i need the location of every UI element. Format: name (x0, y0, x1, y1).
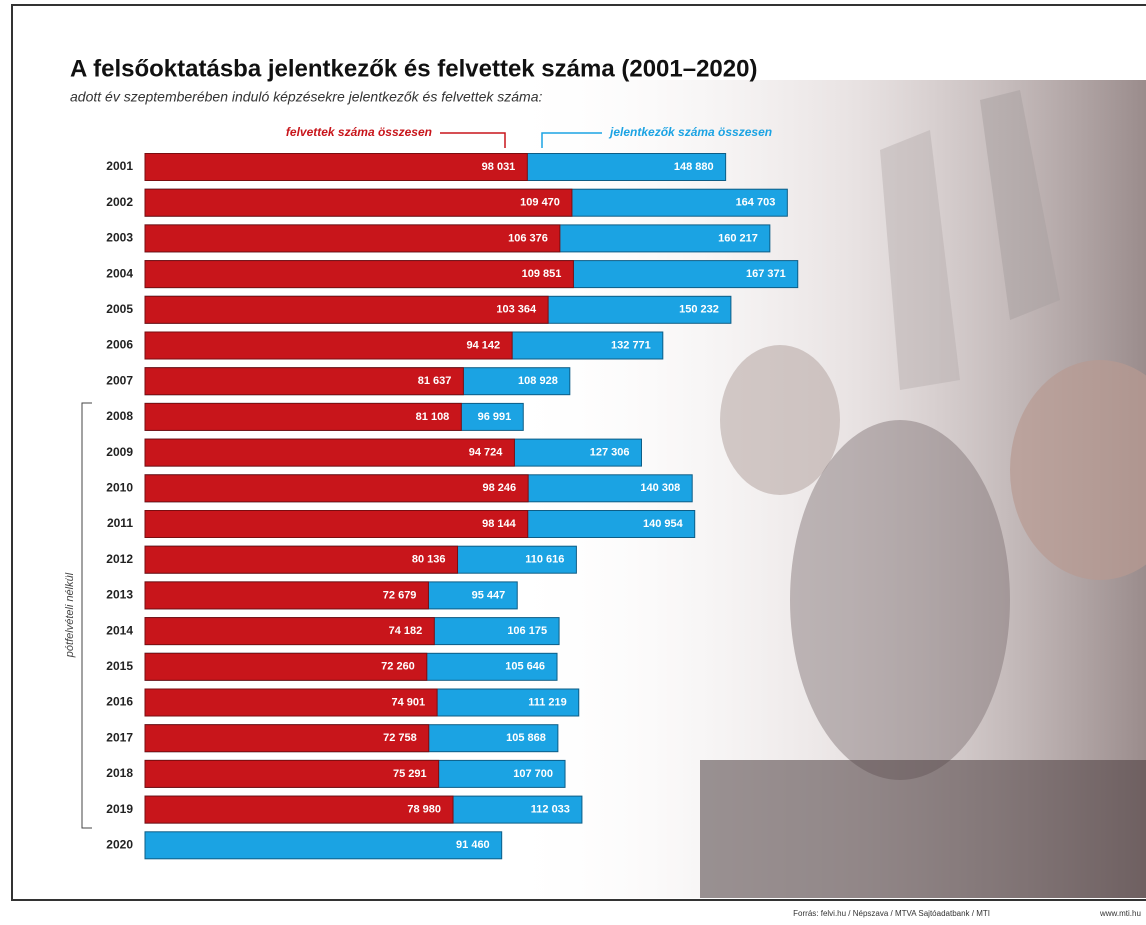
y-tick-label: 2019 (106, 802, 133, 816)
bar (144, 688, 438, 717)
data-label: 74 182 (389, 625, 423, 637)
data-label: 98 031 (482, 161, 516, 173)
data-label: 111 219 (528, 696, 567, 708)
bar (144, 724, 430, 753)
bar (144, 295, 549, 324)
data-label: 94 724 (469, 447, 504, 459)
data-label: 105 646 (505, 661, 545, 673)
y-tick-label: 2009 (106, 445, 133, 459)
bar (144, 474, 529, 503)
y-tick-label: 2003 (106, 231, 133, 245)
bar (144, 581, 429, 610)
bar (144, 331, 513, 360)
data-label: 96 991 (478, 411, 512, 423)
data-label: 72 679 (383, 589, 417, 601)
y-tick-label: 2010 (106, 480, 133, 494)
website: www.mti.hu (1099, 909, 1141, 918)
bar (144, 438, 515, 467)
legend-label: jelentkezők száma összesen (608, 125, 772, 139)
bar (144, 260, 574, 289)
y-tick-label: 2004 (106, 266, 133, 280)
data-label: 95 447 (472, 589, 506, 601)
data-label: 140 308 (640, 482, 680, 494)
data-label: 110 616 (525, 554, 564, 566)
y-tick-label: 2013 (106, 588, 133, 602)
data-label: 105 868 (506, 732, 546, 744)
data-label: 150 232 (679, 304, 719, 316)
source: Forrás: felvi.hu / Népszava / MTVA Sajtó… (793, 909, 990, 918)
y-tick-label: 2002 (106, 195, 133, 209)
data-label: 72 260 (381, 661, 415, 673)
bar (144, 402, 462, 431)
data-label: 160 217 (718, 232, 758, 244)
y-tick-label: 2020 (106, 837, 133, 851)
bar (144, 153, 528, 181)
bar (144, 759, 440, 788)
bar (144, 224, 561, 253)
bar (144, 545, 459, 574)
data-label: 167 371 (746, 268, 786, 280)
y-tick-label: 2016 (106, 695, 133, 709)
y-tick-label: 2001 (106, 159, 133, 173)
bar (144, 367, 464, 396)
legend-connector (541, 132, 602, 148)
y-tick-label: 2011 (107, 516, 133, 530)
data-label: 98 246 (483, 482, 517, 494)
chart-title: A felsőoktatásba jelentkezők és felvette… (70, 55, 757, 82)
y-tick-label: 2006 (106, 338, 133, 352)
data-label: 112 033 (531, 804, 570, 816)
data-label: 107 700 (513, 768, 553, 780)
data-label: 148 880 (674, 161, 714, 173)
data-label: 80 136 (412, 554, 446, 566)
annotation-bracket (81, 402, 92, 829)
data-label: 81 637 (418, 375, 452, 387)
y-tick-label: 2012 (106, 552, 133, 566)
bar (144, 831, 503, 860)
bar (144, 795, 454, 824)
y-tick-label: 2018 (106, 766, 133, 780)
data-label: 109 851 (522, 268, 562, 280)
legend: felvettek száma összesen jelentkezők szá… (286, 125, 772, 148)
data-label: 94 142 (466, 339, 500, 351)
y-tick-label: 2008 (106, 409, 133, 423)
y-tick-label: 2017 (106, 730, 133, 744)
data-label: 108 928 (518, 375, 558, 387)
data-label: 127 306 (590, 447, 630, 459)
data-label: 106 175 (507, 625, 547, 637)
data-label: 106 376 (508, 232, 548, 244)
y-tick-label: 2005 (106, 302, 133, 316)
annotation: pótfelvételi nélkül (64, 572, 76, 658)
chart-subtitle: adott év szeptemberében induló képzésekr… (70, 89, 542, 105)
bar (144, 617, 435, 646)
bar (144, 652, 428, 681)
data-label: 103 364 (496, 304, 537, 316)
y-tick-label: 2015 (106, 659, 133, 673)
data-label: 132 771 (611, 339, 651, 351)
data-label: 72 758 (383, 732, 417, 744)
data-label: 98 144 (482, 518, 517, 530)
data-label: 140 954 (643, 518, 684, 530)
data-label: 91 460 (456, 839, 490, 851)
y-tick-label: 2014 (106, 623, 133, 637)
legend-connector (440, 132, 506, 148)
legend-label: felvettek száma összesen (286, 125, 432, 139)
data-label: 75 291 (393, 768, 427, 780)
data-label: 81 108 (416, 411, 450, 423)
data-label: 109 470 (520, 197, 560, 209)
bar (144, 188, 573, 217)
data-label: 164 703 (736, 197, 776, 209)
y-tick-label: 2007 (106, 373, 133, 387)
data-label: 74 901 (391, 696, 425, 708)
data-label: 78 980 (407, 804, 441, 816)
bar (144, 510, 529, 538)
